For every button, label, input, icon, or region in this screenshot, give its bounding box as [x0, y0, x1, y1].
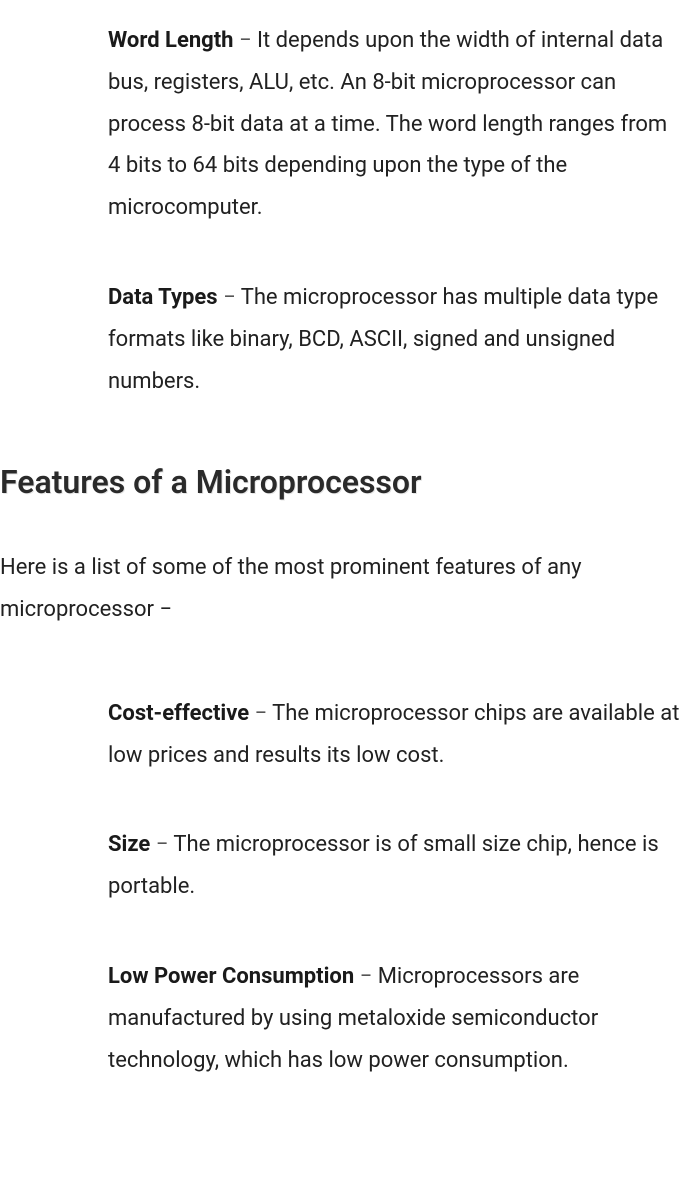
- term-description: It depends upon the width of internal da…: [108, 28, 667, 220]
- term-label: Cost-effective: [108, 701, 249, 726]
- separator: −: [234, 28, 258, 53]
- term-description: The microprocessor is of small size chip…: [108, 832, 659, 899]
- separator: −: [249, 701, 272, 726]
- section-intro-text: Here is a list of some of the most promi…: [0, 547, 680, 631]
- feature-item-low-power: Low Power Consumption − Microprocessors …: [0, 956, 680, 1081]
- term-label: Word Length: [108, 28, 234, 53]
- definition-item-word-length: Word Length − It depends upon the width …: [0, 20, 680, 229]
- separator: −: [218, 285, 241, 310]
- section-heading-features: Features of a Microprocessor: [0, 452, 680, 513]
- separator: −: [150, 832, 173, 857]
- term-label: Data Types: [108, 285, 218, 310]
- feature-item-cost-effective: Cost-effective − The microprocessor chip…: [0, 693, 680, 777]
- term-label: Low Power Consumption: [108, 964, 354, 989]
- definition-item-data-types: Data Types − The microprocessor has mult…: [0, 277, 680, 402]
- feature-item-size: Size − The microprocessor is of small si…: [0, 824, 680, 908]
- term-label: Size: [108, 832, 150, 857]
- separator: −: [354, 964, 378, 989]
